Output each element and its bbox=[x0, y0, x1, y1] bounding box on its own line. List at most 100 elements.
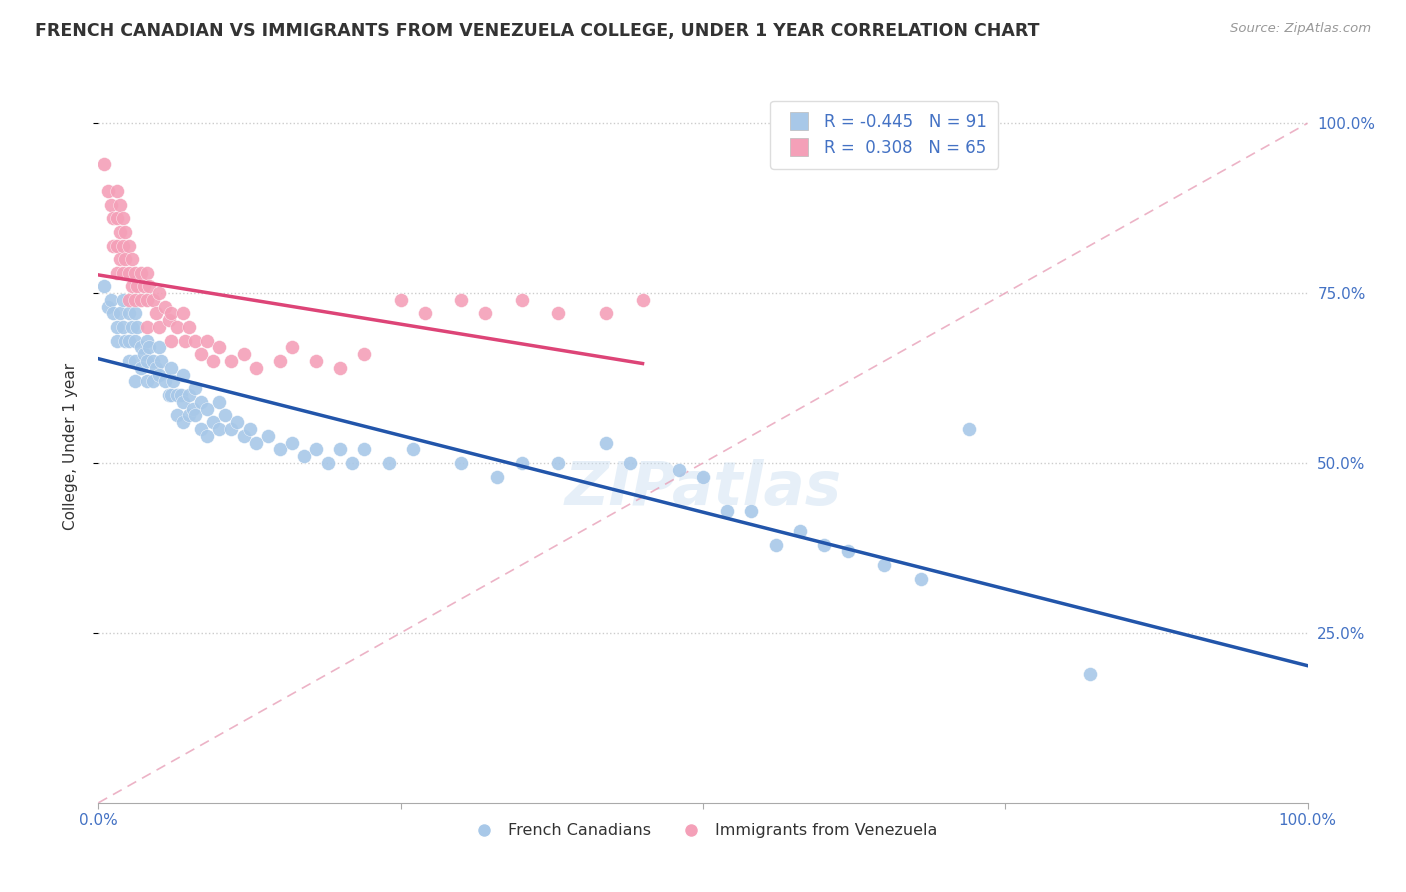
Point bbox=[172, 394, 194, 409]
Point bbox=[118, 238, 141, 252]
Point bbox=[100, 198, 122, 212]
Point bbox=[595, 435, 617, 450]
Point bbox=[174, 334, 197, 348]
Legend: French Canadians, Immigrants from Venezuela: French Canadians, Immigrants from Venezu… bbox=[463, 817, 943, 845]
Point bbox=[148, 368, 170, 382]
Point bbox=[134, 347, 156, 361]
Point bbox=[292, 449, 315, 463]
Point bbox=[153, 300, 176, 314]
Point bbox=[179, 388, 201, 402]
Point bbox=[129, 266, 152, 280]
Point bbox=[813, 537, 835, 551]
Point bbox=[305, 442, 328, 457]
Point bbox=[402, 442, 425, 457]
Point bbox=[184, 409, 207, 423]
Point bbox=[510, 293, 533, 307]
Point bbox=[195, 401, 218, 416]
Point bbox=[127, 279, 149, 293]
Point bbox=[105, 238, 128, 252]
Point bbox=[150, 354, 173, 368]
Point bbox=[789, 524, 811, 538]
Point bbox=[619, 456, 641, 470]
Point bbox=[232, 347, 254, 361]
Point bbox=[142, 375, 165, 389]
Point bbox=[910, 572, 932, 586]
Point bbox=[157, 313, 180, 327]
Point bbox=[111, 266, 134, 280]
Point bbox=[169, 388, 191, 402]
Point bbox=[765, 537, 787, 551]
Point bbox=[105, 266, 128, 280]
Point bbox=[166, 320, 188, 334]
Point bbox=[179, 320, 201, 334]
Point bbox=[208, 394, 231, 409]
Point bbox=[114, 252, 136, 266]
Point bbox=[101, 238, 124, 252]
Point bbox=[329, 442, 352, 457]
Point bbox=[184, 334, 207, 348]
Point bbox=[837, 544, 859, 558]
Point bbox=[221, 422, 243, 436]
Point bbox=[957, 422, 980, 436]
Point bbox=[105, 320, 128, 334]
Y-axis label: College, Under 1 year: College, Under 1 year bbox=[63, 362, 77, 530]
Point bbox=[129, 360, 152, 375]
Point bbox=[305, 354, 328, 368]
Point bbox=[97, 300, 120, 314]
Point bbox=[208, 422, 231, 436]
Point bbox=[214, 409, 236, 423]
Point bbox=[202, 415, 225, 429]
Point bbox=[111, 293, 134, 307]
Point bbox=[547, 456, 569, 470]
Point bbox=[179, 409, 201, 423]
Point bbox=[148, 341, 170, 355]
Point bbox=[97, 184, 120, 198]
Point bbox=[118, 334, 141, 348]
Point bbox=[145, 306, 167, 320]
Point bbox=[135, 320, 157, 334]
Point bbox=[148, 320, 170, 334]
Point bbox=[148, 286, 170, 301]
Text: FRENCH CANADIAN VS IMMIGRANTS FROM VENEZUELA COLLEGE, UNDER 1 YEAR CORRELATION C: FRENCH CANADIAN VS IMMIGRANTS FROM VENEZ… bbox=[35, 22, 1039, 40]
Point bbox=[221, 354, 243, 368]
Point bbox=[114, 334, 136, 348]
Point bbox=[239, 422, 262, 436]
Point bbox=[245, 360, 267, 375]
Point bbox=[108, 252, 131, 266]
Point bbox=[740, 503, 762, 517]
Point bbox=[135, 266, 157, 280]
Point bbox=[510, 456, 533, 470]
Point bbox=[135, 334, 157, 348]
Text: Source: ZipAtlas.com: Source: ZipAtlas.com bbox=[1230, 22, 1371, 36]
Point bbox=[595, 306, 617, 320]
Point bbox=[124, 306, 146, 320]
Point bbox=[118, 354, 141, 368]
Point bbox=[232, 429, 254, 443]
Point bbox=[160, 306, 183, 320]
Point bbox=[450, 456, 472, 470]
Point bbox=[142, 354, 165, 368]
Point bbox=[353, 347, 375, 361]
Point bbox=[114, 225, 136, 239]
Point bbox=[93, 279, 115, 293]
Point bbox=[172, 415, 194, 429]
Point bbox=[195, 429, 218, 443]
Point bbox=[121, 279, 143, 293]
Point bbox=[547, 306, 569, 320]
Point bbox=[108, 225, 131, 239]
Point bbox=[127, 320, 149, 334]
Point bbox=[105, 184, 128, 198]
Point bbox=[486, 469, 509, 483]
Point bbox=[121, 252, 143, 266]
Point bbox=[208, 341, 231, 355]
Point bbox=[118, 306, 141, 320]
Point bbox=[101, 306, 124, 320]
Point bbox=[377, 456, 399, 470]
Point bbox=[129, 341, 152, 355]
Point bbox=[190, 422, 212, 436]
Point bbox=[329, 360, 352, 375]
Point bbox=[1078, 666, 1101, 681]
Point bbox=[93, 157, 115, 171]
Point bbox=[166, 388, 188, 402]
Point bbox=[124, 266, 146, 280]
